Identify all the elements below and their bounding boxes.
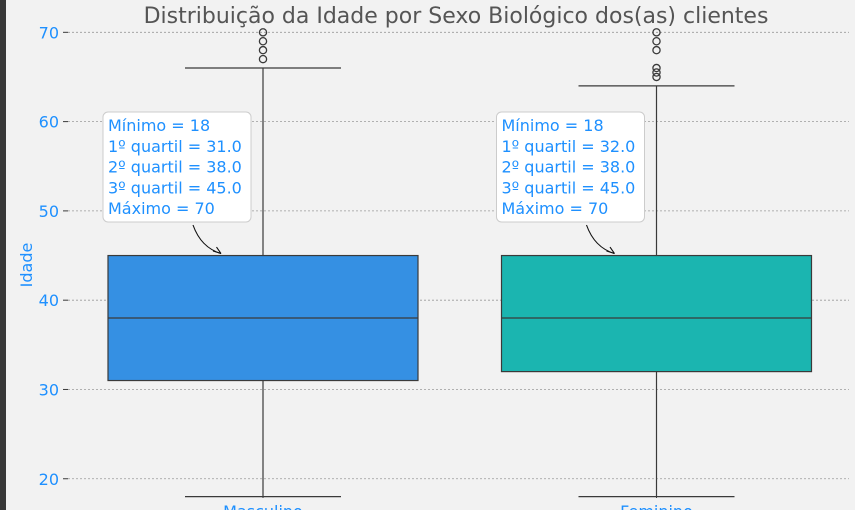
annotation-line: 1º quartil = 31.0 <box>108 137 242 156</box>
y-tick-label: 20 <box>39 470 59 489</box>
annotation-layer: Mínimo = 18 1º quartil = 31.0 2º quartil =… <box>102 111 645 255</box>
outlier-point <box>652 72 661 82</box>
box-feminino <box>500 28 813 498</box>
outlier-point <box>652 45 661 55</box>
annotation-background <box>102 111 252 223</box>
x-tick-label: Feminino <box>620 502 693 510</box>
y-axis-label: Idade <box>17 243 36 288</box>
annotation-box: Mínimo = 18 1º quartil = 31.0 2º quartil =… <box>102 111 252 255</box>
outlier-point <box>652 37 661 46</box>
arrow-head <box>212 246 222 255</box>
outlier-point <box>652 63 661 73</box>
chart-title: Distribuição da Idade por Sexo Biológico… <box>144 4 769 29</box>
grid-layer: 20 30 40 50 60 70 <box>39 23 849 489</box>
y-tick-label: 70 <box>39 23 59 42</box>
iqr-box <box>500 254 813 373</box>
annotation-background <box>496 111 645 223</box>
arrow-head <box>606 246 615 255</box>
annotation-line: Máximo = 70 <box>108 199 215 218</box>
chart-window: Distribuição da Idade por Sexo Biológico… <box>6 0 855 510</box>
annotation-line: Mínimo = 18 <box>502 116 604 135</box>
box-layer <box>107 28 813 498</box>
y-tick-label: 60 <box>39 113 59 132</box>
annotation-line: Máximo = 70 <box>502 199 609 218</box>
y-tick-label: 50 <box>39 202 59 221</box>
x-tick-label: Masculino <box>223 502 303 510</box>
annotation-box: Mínimo = 18 1º quartil = 32.0 2º quartil =… <box>496 111 645 255</box>
annotation-line: 2º quartil = 38.0 <box>108 158 242 177</box>
y-tick-label: 40 <box>39 291 59 310</box>
annotation-line: 3º quartil = 45.0 <box>108 178 242 197</box>
outlier-point <box>652 68 661 77</box>
outlier-point <box>258 45 268 55</box>
outlier-point <box>258 28 268 37</box>
annotation-line: Mínimo = 18 <box>108 116 210 135</box>
outlier-point <box>652 28 661 37</box>
x-tick-layer: Masculino Feminino <box>223 493 693 510</box>
annotation-arrow <box>585 224 615 255</box>
annotation-line: 3º quartil = 45.0 <box>502 178 636 197</box>
annotation-arrow <box>192 224 222 255</box>
box-masculino <box>107 28 419 498</box>
box-plot-chart: Distribuição da Idade por Sexo Biológico… <box>17 4 849 510</box>
annotation-line: 1º quartil = 32.0 <box>502 137 636 156</box>
annotation-line: 2º quartil = 38.0 <box>502 158 636 177</box>
y-tick-label: 30 <box>39 380 59 399</box>
outlier-point <box>258 37 268 46</box>
outlier-point <box>258 54 268 64</box>
